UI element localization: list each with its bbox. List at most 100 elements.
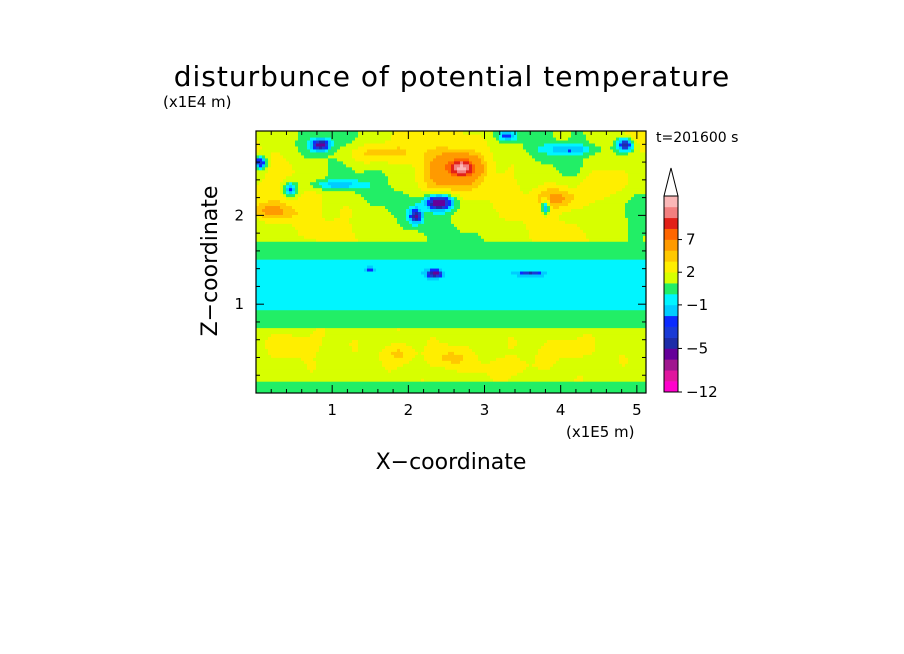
heatmap-cell bbox=[271, 345, 275, 349]
heatmap-cell bbox=[316, 306, 320, 311]
heatmap-cell bbox=[361, 184, 365, 189]
heatmap-cell bbox=[403, 238, 407, 242]
heatmap-cell bbox=[364, 345, 368, 349]
heatmap-cell bbox=[274, 366, 278, 370]
heatmap-cell bbox=[400, 354, 404, 358]
heatmap-cell bbox=[412, 184, 416, 189]
heatmap-cell bbox=[394, 175, 398, 180]
heatmap-cell bbox=[280, 273, 284, 278]
heatmap-cell bbox=[346, 360, 350, 364]
heatmap-cell bbox=[379, 381, 383, 385]
heatmap-cell bbox=[355, 136, 359, 141]
heatmap-cell bbox=[355, 273, 359, 278]
heatmap-cell bbox=[328, 256, 332, 260]
heatmap-cell bbox=[421, 208, 425, 212]
heatmap-cell bbox=[268, 354, 272, 358]
heatmap-cell bbox=[265, 196, 269, 201]
heatmap-cell bbox=[370, 381, 374, 385]
heatmap-cell bbox=[280, 193, 284, 198]
heatmap-cell bbox=[298, 178, 302, 183]
heatmap-cell bbox=[277, 276, 281, 281]
heatmap-cell bbox=[313, 357, 317, 361]
heatmap-cell bbox=[391, 384, 395, 388]
heatmap-cell bbox=[352, 327, 356, 332]
heatmap-cell bbox=[268, 264, 272, 269]
heatmap-cell bbox=[349, 276, 353, 281]
heatmap-cell bbox=[373, 333, 377, 338]
heatmap-cell bbox=[373, 205, 377, 210]
heatmap-cell bbox=[319, 363, 323, 367]
heatmap-cell bbox=[262, 211, 266, 215]
heatmap-cell bbox=[307, 151, 311, 156]
heatmap-cell bbox=[262, 241, 266, 245]
heatmap-cell bbox=[391, 172, 395, 177]
heatmap-cell bbox=[415, 154, 419, 159]
heatmap-cell bbox=[385, 294, 389, 299]
heatmap-cell bbox=[400, 136, 404, 141]
heatmap-cell bbox=[340, 175, 344, 180]
heatmap-cell bbox=[289, 226, 293, 230]
heatmap-cell bbox=[268, 256, 272, 260]
heatmap-cell bbox=[421, 214, 425, 218]
heatmap-cell bbox=[400, 148, 404, 153]
heatmap-cell bbox=[262, 175, 266, 180]
heatmap-cell bbox=[373, 154, 377, 159]
heatmap-cell bbox=[343, 369, 347, 373]
heatmap-cell bbox=[271, 238, 275, 242]
heatmap-cell bbox=[274, 172, 278, 177]
heatmap-cell bbox=[301, 256, 305, 260]
heatmap-cell bbox=[418, 148, 422, 153]
heatmap-cell bbox=[280, 172, 284, 177]
heatmap-cell bbox=[256, 202, 260, 207]
heatmap-cell bbox=[259, 220, 263, 224]
heatmap-cell bbox=[256, 345, 260, 349]
heatmap-cell bbox=[352, 312, 356, 317]
heatmap-cell bbox=[277, 229, 281, 233]
heatmap-cell bbox=[283, 184, 287, 189]
heatmap-cell bbox=[361, 279, 365, 284]
heatmap-cell bbox=[289, 363, 293, 367]
heatmap-cell bbox=[397, 309, 401, 314]
heatmap-cell bbox=[349, 184, 353, 189]
heatmap-cell bbox=[391, 196, 395, 201]
heatmap-cell bbox=[307, 202, 311, 207]
heatmap-cell bbox=[361, 223, 365, 227]
heatmap-cell bbox=[424, 262, 428, 266]
heatmap-cell bbox=[355, 235, 359, 239]
heatmap-cell bbox=[325, 193, 329, 198]
heatmap-cell bbox=[259, 381, 263, 385]
heatmap-cell bbox=[355, 306, 359, 311]
heatmap-cell bbox=[412, 360, 416, 364]
heatmap-cell bbox=[319, 384, 323, 388]
heatmap-cell bbox=[292, 306, 296, 311]
heatmap-cell bbox=[346, 241, 350, 245]
heatmap-cell bbox=[259, 366, 263, 370]
heatmap-cell bbox=[412, 262, 416, 266]
heatmap-cell bbox=[376, 154, 380, 159]
heatmap-cell bbox=[421, 250, 425, 254]
heatmap-cell bbox=[358, 166, 362, 171]
heatmap-cell bbox=[370, 369, 374, 373]
heatmap-cell bbox=[337, 387, 341, 391]
heatmap-cell bbox=[319, 181, 323, 186]
heatmap-cell bbox=[268, 131, 272, 135]
heatmap-cell bbox=[373, 181, 377, 186]
heatmap-cell bbox=[346, 267, 350, 272]
heatmap-cell bbox=[343, 229, 347, 233]
heatmap-cell bbox=[337, 214, 341, 218]
heatmap-cell bbox=[394, 229, 398, 233]
heatmap-cell bbox=[406, 190, 410, 195]
heatmap-cell bbox=[319, 345, 323, 349]
heatmap-cell bbox=[409, 196, 413, 201]
heatmap-cell bbox=[340, 244, 344, 248]
heatmap-cell bbox=[415, 378, 419, 382]
heatmap-cell bbox=[283, 223, 287, 227]
heatmap-cell bbox=[310, 321, 314, 326]
heatmap-cell bbox=[400, 199, 404, 204]
heatmap-cell bbox=[376, 267, 380, 272]
heatmap-cell bbox=[328, 193, 332, 198]
heatmap-cell bbox=[403, 131, 407, 135]
heatmap-cell bbox=[271, 139, 275, 144]
heatmap-cell bbox=[355, 333, 359, 338]
heatmap-cell bbox=[361, 226, 365, 230]
